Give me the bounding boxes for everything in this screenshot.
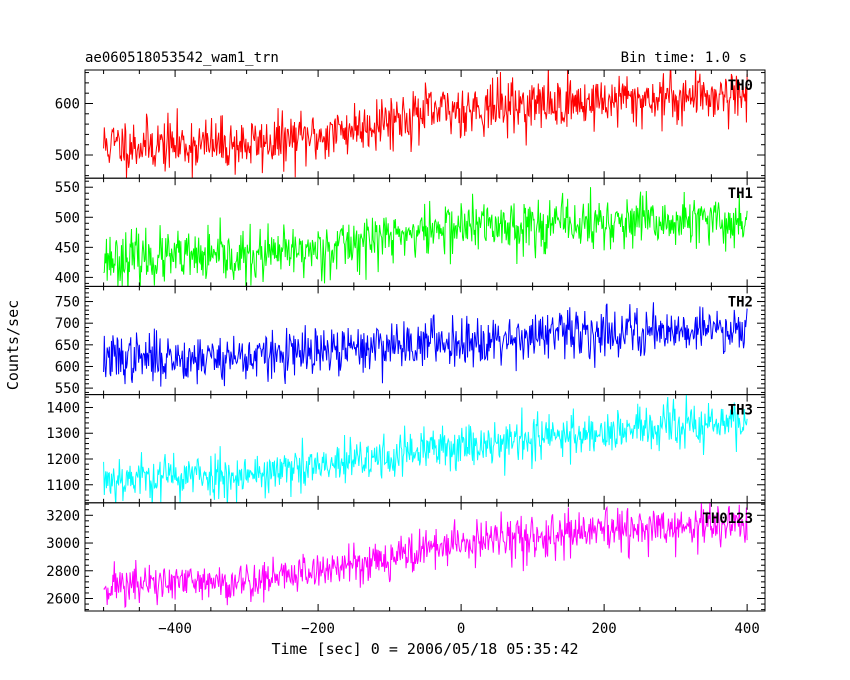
- panel-label: TH3: [728, 403, 753, 419]
- panel-th2: 550 600 650 700 750 TH2: [55, 285, 766, 397]
- series-line-th0123: [103, 502, 748, 609]
- y-tick-label: 1400: [46, 400, 80, 416]
- y-tick-label: 500: [55, 210, 80, 226]
- y-tick-label: 400: [55, 270, 80, 286]
- x-axis-label: Time [sec] 0 = 2006/05/18 05:35:42: [271, 640, 578, 658]
- panel-th3: 1100 1200 1300 1400 TH3: [46, 394, 766, 504]
- x-tick-label: 0: [457, 621, 465, 637]
- y-tick-label: 500: [55, 148, 80, 164]
- bin-time-label: Bin time: 1.0 s: [621, 50, 747, 66]
- series-line-th1: [103, 187, 748, 287]
- x-tick-label: −200: [301, 621, 335, 637]
- y-tick-label: 2600: [46, 592, 80, 608]
- panel-th1: 400 450 500 550 TH1: [55, 177, 766, 287]
- y-tick-label: 3000: [46, 536, 80, 552]
- y-tick-label: 1100: [46, 478, 80, 494]
- y-tick-label: 750: [55, 295, 80, 311]
- x-axis: −400 −200 0 200 400: [158, 621, 760, 637]
- y-tick-label: 700: [55, 316, 80, 332]
- panel-label: TH0123: [702, 511, 753, 527]
- x-tick-label: 400: [734, 621, 759, 637]
- y-tick-label: 600: [55, 96, 80, 112]
- panel-label: TH2: [728, 294, 753, 310]
- series-line-th3: [103, 394, 748, 503]
- y-tick-label: 3200: [46, 508, 80, 524]
- y-axis-label: Counts/sec: [4, 300, 22, 390]
- x-tick-label: −400: [158, 621, 192, 637]
- panel-th0: 500 600 TH0: [55, 69, 766, 179]
- panel-th0123: 2600 2800 3000 3200 TH0123: [46, 502, 766, 612]
- y-tick-label: 550: [55, 381, 80, 397]
- panel-label: TH0: [728, 78, 753, 94]
- series-line-th2: [103, 302, 748, 387]
- panel-label: TH1: [728, 186, 753, 202]
- x-tick-label: 200: [591, 621, 616, 637]
- y-tick-label: 600: [55, 359, 80, 375]
- panels-group: 500 600 TH0 400 450 500 550 TH1 550 600 650 700 750 T…: [46, 69, 766, 612]
- y-tick-label: 2800: [46, 564, 80, 580]
- y-tick-label: 1200: [46, 452, 80, 468]
- plot-title: ae060518053542_wam1_trn: [85, 50, 279, 66]
- y-tick-label: 550: [55, 180, 80, 196]
- series-line-th0: [103, 70, 748, 179]
- y-tick-label: 450: [55, 240, 80, 256]
- y-tick-label: 650: [55, 338, 80, 354]
- y-tick-label: 1300: [46, 426, 80, 442]
